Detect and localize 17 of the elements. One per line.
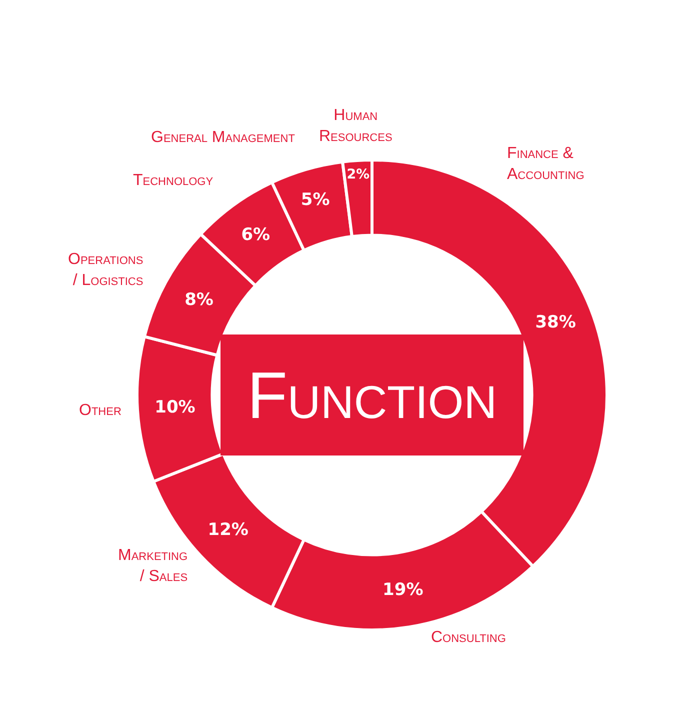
slice-label: Other <box>79 402 122 419</box>
slice-label: Technology <box>133 172 214 189</box>
slice-label: Finance & Accounting <box>507 145 584 183</box>
data-label: 38% <box>535 312 576 332</box>
slice-label: Marketing / Sales <box>118 547 188 585</box>
data-label: 6% <box>241 224 270 245</box>
data-label: 10% <box>154 397 196 418</box>
data-label: 5% <box>300 190 330 210</box>
data-label: 19% <box>382 580 424 600</box>
slice-label: Operations / Logistics <box>68 251 144 289</box>
slice-label: Human Resources <box>319 107 392 145</box>
data-label: 12% <box>208 520 248 540</box>
slice-label: General Management <box>151 129 296 146</box>
slice-label: Consulting <box>431 629 506 646</box>
data-label: 2% <box>346 167 370 182</box>
data-label: 8% <box>184 290 214 310</box>
text: Function <box>247 358 497 432</box>
